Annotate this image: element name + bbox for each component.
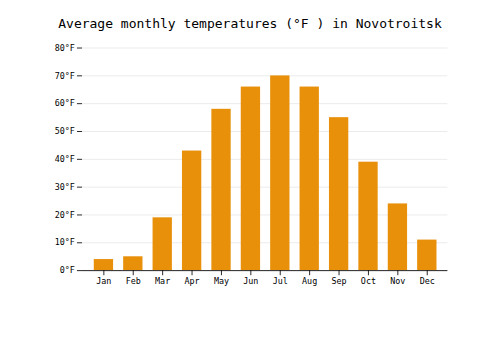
svg-text:50°F: 50°F — [55, 126, 75, 136]
svg-text:Jul: Jul — [273, 276, 288, 286]
svg-text:Oct: Oct — [361, 276, 376, 286]
svg-text:Sep: Sep — [331, 276, 346, 286]
svg-text:Dec: Dec — [420, 276, 435, 286]
svg-text:60°F: 60°F — [55, 98, 75, 108]
svg-text:30°F: 30°F — [55, 182, 75, 192]
svg-text:Jun: Jun — [243, 276, 258, 286]
svg-text:Apr: Apr — [184, 276, 199, 286]
svg-text:20°F: 20°F — [55, 210, 75, 220]
svg-text:Aug: Aug — [302, 276, 317, 286]
svg-text:Mar: Mar — [155, 276, 170, 286]
svg-text:Feb: Feb — [126, 276, 141, 286]
svg-text:80°F: 80°F — [55, 43, 75, 53]
html-text:Average monthly temperatures (: Average monthly temperatures (°F ) in No… — [58, 16, 442, 31]
svg-text:Jan: Jan — [96, 276, 111, 286]
svg-text:40°F: 40°F — [55, 154, 75, 164]
svg-text:0°F: 0°F — [60, 265, 75, 275]
svg-text:70°F: 70°F — [55, 71, 75, 81]
svg-text:May: May — [214, 276, 229, 286]
svg-text:10°F: 10°F — [55, 237, 75, 247]
svg-text:Nov: Nov — [390, 276, 405, 286]
